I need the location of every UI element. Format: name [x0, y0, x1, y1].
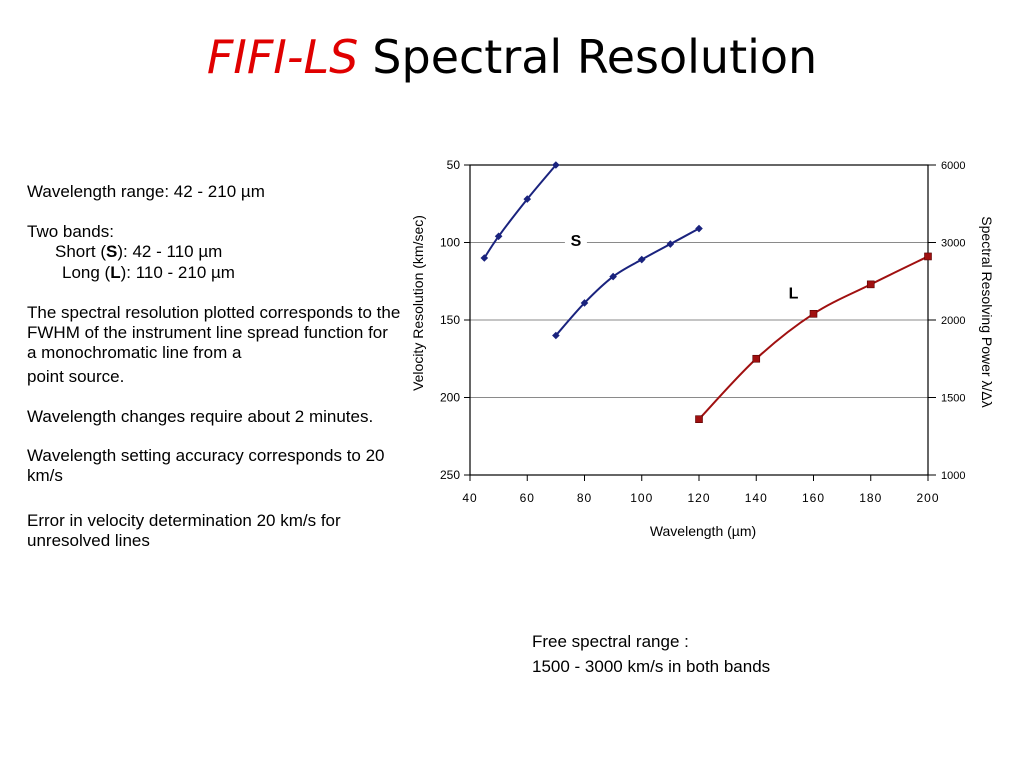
- data-point-S: [552, 331, 560, 340]
- x-tick-label: 80: [577, 491, 592, 505]
- x-tick-label: 140: [745, 491, 768, 505]
- x-tick-label: 100: [630, 491, 653, 505]
- note-velocity-error: Error in velocity determination 20 km/s …: [27, 510, 341, 550]
- x-tick-label: 160: [802, 491, 825, 505]
- annotation-bg: [564, 227, 587, 250]
- data-point-S: [609, 272, 617, 281]
- data-point-L: [866, 280, 875, 289]
- annotation-label: S: [571, 233, 582, 250]
- note-two-bands: Two bands:: [27, 221, 114, 241]
- x-axis-title: Wavelength (µm): [650, 523, 756, 539]
- series-line-S: [483, 164, 557, 259]
- data-point-L: [752, 354, 761, 363]
- slide-title: FIFI-LS Spectral Resolution: [0, 32, 1024, 83]
- data-point-S: [666, 240, 675, 248]
- free-range-line2: 1500 - 3000 km/s in both bands: [532, 656, 771, 676]
- title-emphasis: FIFI-LS: [206, 30, 359, 84]
- data-point-L: [924, 252, 932, 261]
- data-point-L: [695, 415, 703, 424]
- data-point-S: [494, 232, 503, 241]
- data-point-S: [552, 161, 560, 169]
- right-axis-title: Spectral Resolving Power λ/Δλ: [979, 216, 995, 407]
- note-long-band: Long (L): 110 - 210 µm: [62, 263, 235, 283]
- right-tick-label: 6000: [941, 160, 965, 172]
- data-point-S: [637, 255, 646, 264]
- title-text: Spectral Resolution: [372, 30, 818, 84]
- note-wavelength-range: Wavelength range: 42 - 210 µm: [27, 182, 265, 201]
- note-short-band: Short (S): 42 - 110 µm: [55, 242, 223, 262]
- y-tick-label: 200: [440, 391, 460, 405]
- y-tick-label: 150: [440, 313, 460, 327]
- data-point-S: [580, 299, 589, 307]
- data-point-S: [480, 254, 489, 262]
- x-tick-label: 180: [859, 491, 882, 505]
- x-tick-label: 40: [462, 491, 477, 505]
- right-tick-label: 3000: [941, 238, 965, 250]
- series-line-L: [698, 255, 929, 420]
- right-tick-label: 1500: [941, 393, 965, 405]
- right-tick-label: 1000: [941, 470, 965, 482]
- series-line-S: [555, 227, 700, 337]
- y-axis-title: Velocity Resolution (km/sec): [410, 215, 426, 391]
- note-fwhm: The spectral resolution plotted correspo…: [27, 302, 401, 363]
- annotation-label: L: [789, 286, 799, 303]
- note-change-time: Wavelength changes require about 2 minut…: [27, 406, 374, 426]
- note-fwhm-end: point source.: [27, 367, 125, 387]
- notes-panel: Wavelength range: 42 - 210 µm Two bands:…: [27, 182, 402, 551]
- free-range-line1: Free spectral range :: [532, 632, 689, 651]
- x-tick-label: 200: [916, 491, 939, 505]
- x-tick-label: 120: [687, 491, 710, 505]
- free-spectral-range: Free spectral range : 1500 - 3000 km/s i…: [532, 630, 770, 679]
- annotation-bg: [782, 280, 805, 303]
- data-point-S: [523, 195, 532, 203]
- x-tick-label: 60: [520, 491, 535, 505]
- y-tick-label: 50: [447, 158, 461, 172]
- y-tick-label: 250: [440, 468, 460, 482]
- note-accuracy: Wavelength setting accuracy corresponds …: [27, 445, 385, 485]
- data-point-L: [809, 309, 818, 318]
- y-tick-label: 100: [440, 236, 460, 250]
- data-point-S: [695, 224, 703, 233]
- right-tick-label: 2000: [941, 315, 965, 327]
